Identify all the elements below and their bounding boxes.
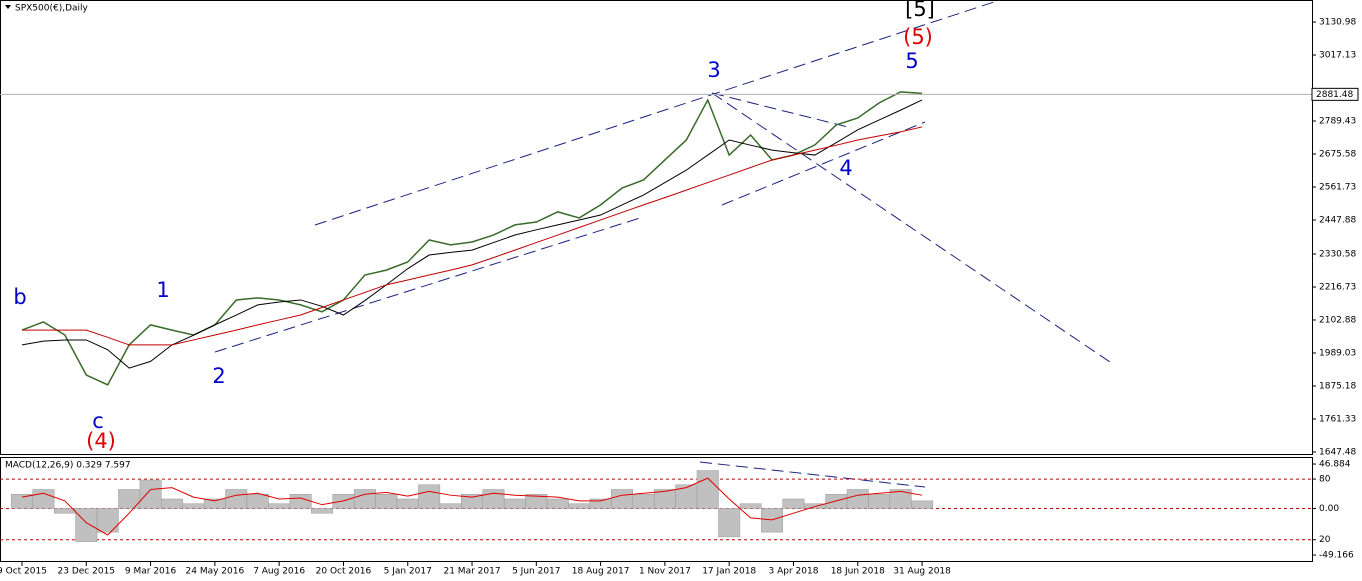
- histogram-bar: [139, 479, 162, 509]
- wave-label: 4: [839, 156, 852, 180]
- chart-title: SPX500(€),Daily: [15, 4, 89, 14]
- current-price-box: [1311, 87, 1359, 101]
- histogram-bar: [868, 493, 891, 509]
- wave-label: [5]: [905, 0, 935, 21]
- x-tick-label: 20 Oct 2016: [316, 567, 372, 577]
- trend-line: [314, 0, 1001, 226]
- wave-label: c: [92, 409, 104, 433]
- x-tick-label: 17 Jan 2018: [702, 567, 756, 577]
- macd-panel-frame: [0, 457, 1313, 562]
- y-tick-label: 80: [1319, 475, 1331, 485]
- macd-title: MACD(12,26,9) 0.329 7.597: [5, 461, 131, 471]
- y-tick-label: 1875.18: [1319, 381, 1356, 391]
- trend-line: [214, 217, 641, 353]
- signal-line: [21, 477, 923, 536]
- y-tick-label: 46.884: [1319, 460, 1351, 470]
- y-tick-label: 2675.58: [1319, 150, 1356, 160]
- wave-label: 5: [905, 49, 918, 73]
- histogram-bar: [289, 493, 312, 509]
- trend-line: [711, 92, 853, 129]
- histogram-bar: [439, 503, 462, 509]
- histogram-bar: [782, 498, 805, 509]
- histogram-bar: [375, 493, 398, 509]
- histogram-bar: [182, 503, 205, 509]
- x-tick-label: 5 Jan 2017: [384, 567, 432, 577]
- menu-arrow[interactable]: [5, 5, 11, 9]
- y-tick-label: 2102.88: [1319, 315, 1356, 325]
- y-tick-label: 3017.13: [1319, 51, 1356, 61]
- histogram-bar: [739, 503, 762, 509]
- histogram-bar: [311, 508, 333, 514]
- histogram-bar: [611, 489, 634, 509]
- x-tick-label: 7 Aug 2016: [253, 567, 305, 577]
- y-tick-label: 2330.58: [1319, 249, 1356, 259]
- histogram-bar: [268, 503, 291, 509]
- histogram-bar: [889, 489, 912, 509]
- histogram-bar: [675, 484, 698, 509]
- histogram-bar: [482, 489, 505, 509]
- histogram-bar: [546, 498, 569, 509]
- y-tick-label: 3130.98: [1319, 18, 1356, 28]
- x-tick-label: 3 Apr 2018: [769, 567, 819, 577]
- y-tick-label: 2216.73: [1319, 282, 1356, 292]
- histogram-bar: [396, 498, 419, 509]
- x-tick-label: 24 May 2016: [186, 567, 245, 577]
- histogram-bar: [718, 508, 741, 538]
- y-tick-label: 1647.48: [1319, 447, 1356, 457]
- histogram-bar: [696, 470, 719, 509]
- x-tick-label: 31 Aug 2018: [893, 567, 951, 577]
- histogram-bar: [11, 493, 33, 509]
- histogram-bar: [418, 484, 441, 509]
- x-tick-label: 18 Jun 2018: [831, 567, 885, 577]
- y-tick-label: 1989.03: [1319, 348, 1356, 358]
- wave-label: 2: [212, 364, 225, 388]
- trend-line: [721, 121, 926, 206]
- y-tick-label: 1761.33: [1319, 414, 1356, 424]
- histogram-bar: [911, 500, 934, 509]
- histogram-bar: [632, 493, 655, 509]
- trend-line: [711, 92, 1111, 363]
- histogram-bar: [161, 498, 183, 509]
- wave-label: (5): [903, 25, 933, 49]
- wave-label: 1: [156, 278, 169, 302]
- x-tick-label: 9 Mar 2016: [125, 567, 177, 577]
- wave-label: (4): [86, 429, 116, 453]
- trend-line: [699, 461, 926, 488]
- x-tick-label: 9 Oct 2015: [0, 567, 47, 577]
- x-tick-label: 1 Nov 2017: [639, 567, 691, 577]
- y-tick-label: -49.166: [1319, 551, 1354, 561]
- histogram-bar: [568, 503, 591, 509]
- y-tick-label: 2561.73: [1319, 183, 1356, 193]
- x-tick-label: 18 Aug 2017: [572, 567, 630, 577]
- y-tick-label: 2447.88: [1319, 215, 1356, 225]
- histogram-bar: [846, 489, 869, 509]
- current-price-label: 2881.48: [1316, 90, 1353, 100]
- histogram-bar: [503, 498, 526, 509]
- x-tick-label: 5 Jun 2017: [512, 567, 560, 577]
- price-panel-frame: [0, 0, 1313, 455]
- histogram-bar: [32, 489, 55, 509]
- series-line: [22, 126, 923, 346]
- y-tick-label: 2789.43: [1319, 117, 1356, 127]
- wave-label: 3: [707, 58, 720, 82]
- histogram-bar: [96, 508, 119, 533]
- wave-label: b: [13, 285, 26, 309]
- x-tick-label: 21 Mar 2017: [443, 567, 500, 577]
- histogram-bar: [75, 508, 98, 542]
- histogram-bar: [353, 489, 376, 509]
- histogram-bar: [246, 493, 269, 509]
- y-tick-label: 0.00: [1319, 504, 1339, 514]
- y-tick-label: 20: [1319, 535, 1331, 545]
- histogram-bar: [225, 489, 248, 509]
- x-tick-label: 23 Dec 2015: [58, 567, 116, 577]
